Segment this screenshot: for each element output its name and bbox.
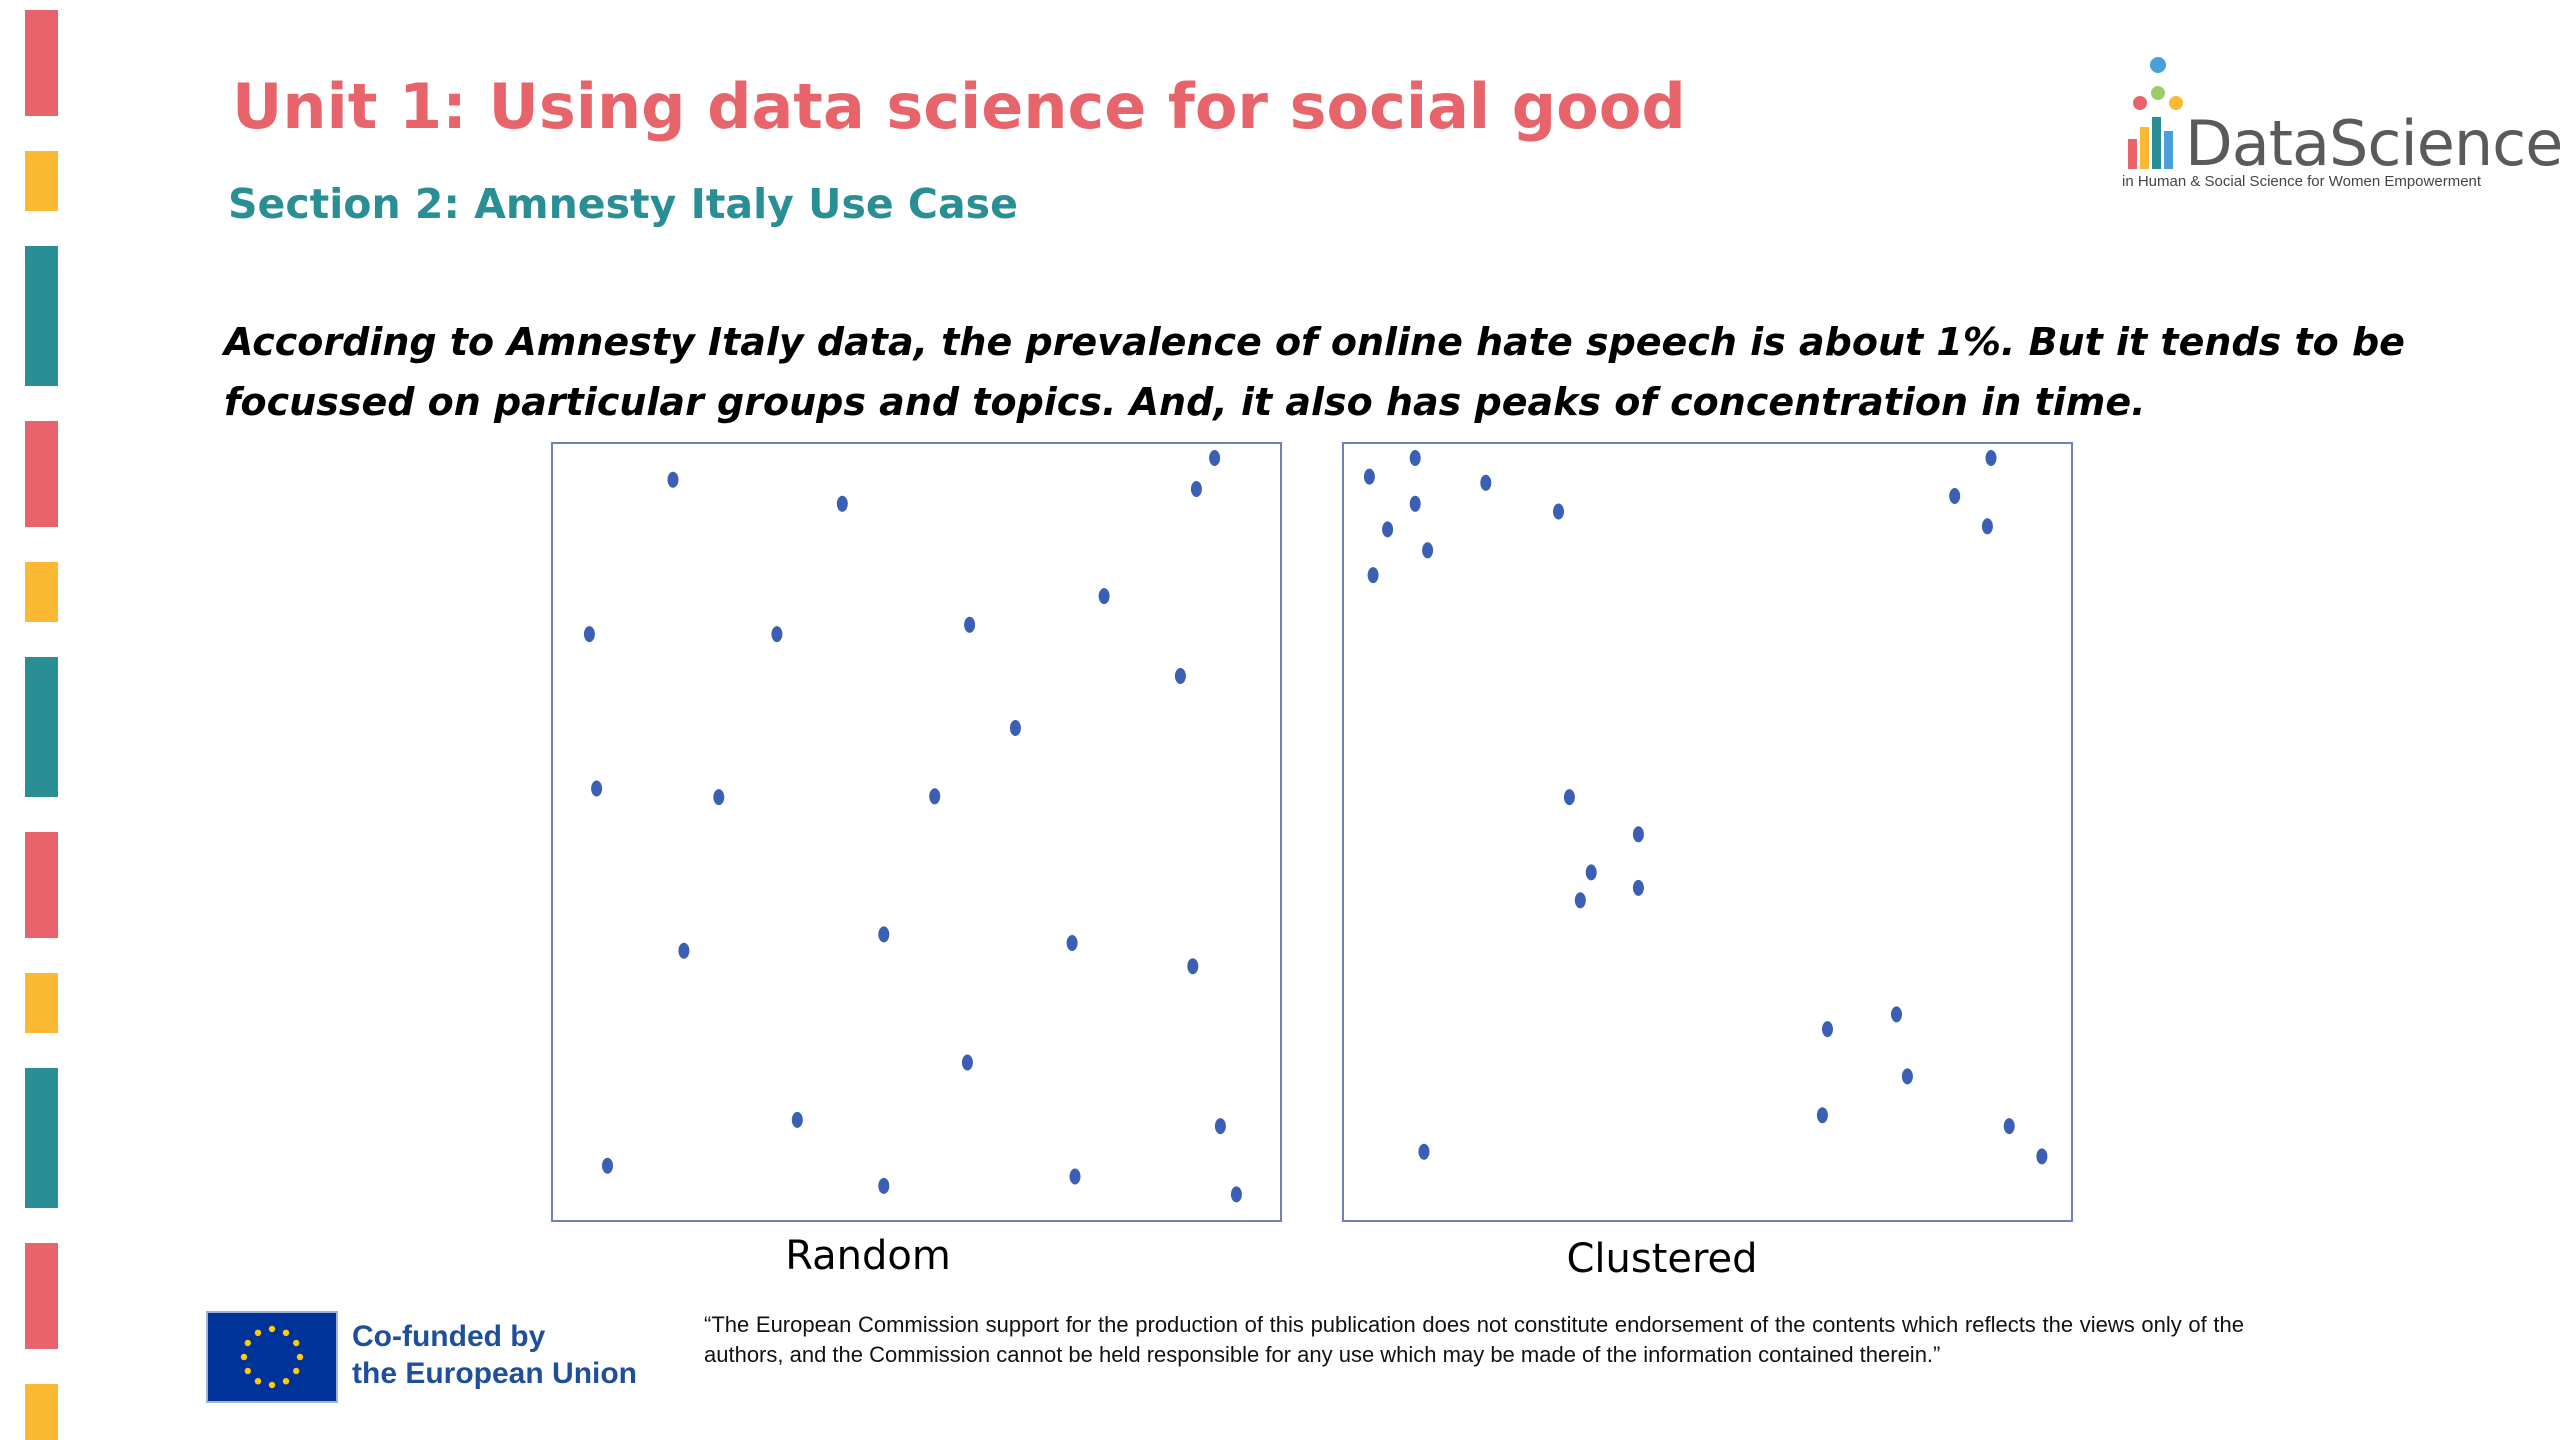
section-subtitle: Section 2: Amnesty Italy Use Case [228, 180, 1018, 228]
scatter-point [1230, 1186, 1242, 1203]
eu-star [244, 1339, 251, 1347]
scatter-point [1009, 720, 1021, 736]
clustered-caption: Clustered [1566, 1236, 1758, 1282]
scatter-point [1409, 495, 1421, 512]
stripe-yellow [25, 1384, 58, 1440]
eu-star [268, 1325, 276, 1333]
stripe-yellow [25, 973, 58, 1033]
eu-star [244, 1367, 251, 1375]
scatter-point [1214, 1118, 1226, 1135]
eu-line-2: the European Union [352, 1357, 637, 1390]
scatter-point [1949, 488, 1961, 504]
people-chart-logo-icon [2128, 57, 2183, 169]
scatter-point [2036, 1148, 2048, 1165]
eu-line-1: Co-funded by [352, 1320, 546, 1353]
scatter-point [878, 926, 890, 943]
scatter-point [771, 626, 783, 643]
scatter-point [1209, 450, 1221, 466]
scatter-point [1985, 450, 1997, 466]
stripe-red [25, 10, 58, 116]
scatter-point [791, 1111, 803, 1128]
scatter-point [678, 942, 690, 959]
scatter-point [713, 789, 725, 806]
scatter-point [1418, 1143, 1430, 1160]
scatter-point [1632, 826, 1644, 843]
scatter-point [1585, 864, 1597, 881]
scatter-point [591, 780, 603, 797]
logo-wordmark: DataScience [2185, 107, 2560, 180]
scatter-point [1563, 789, 1575, 806]
datascience-logo: DataScience in Human & Social Science fo… [2120, 55, 2560, 205]
scatter-point [1822, 1021, 1833, 1038]
scatter-point [1891, 1006, 1902, 1023]
random-scatter-plot [583, 450, 1242, 1203]
eu-cofunded-label: Co-funded by the European Union [352, 1318, 637, 1392]
scatter-point [1187, 958, 1199, 975]
random-scatter-panel [551, 442, 1282, 1222]
eu-star [282, 1329, 290, 1336]
logo-tagline: in Human & Social Science for Women Empo… [2122, 173, 2482, 190]
eu-star [282, 1378, 290, 1385]
scatter-point [1981, 518, 1993, 535]
scatter-point [836, 495, 848, 512]
scatter-point [1422, 542, 1434, 559]
scatter-point [1632, 879, 1644, 896]
scatter-point [602, 1157, 613, 1174]
scatter-point [583, 626, 595, 643]
stripe-red [25, 1243, 58, 1349]
body-paragraph: According to Amnesty Italy data, the pre… [224, 312, 2424, 432]
scatter-point [1901, 1068, 1913, 1085]
scatter-point [878, 1177, 890, 1194]
body-line-1: According to Amnesty Italy data, the pre… [224, 320, 2405, 364]
stripe-yellow [25, 562, 58, 622]
scatter-point [1069, 1168, 1081, 1185]
clustered-scatter-panel [1342, 442, 2073, 1222]
scatter-point [1816, 1107, 1828, 1124]
scatter-point [1098, 588, 1110, 605]
random-caption: Random [785, 1233, 951, 1279]
stripe-teal [25, 1068, 58, 1208]
eu-star [254, 1378, 262, 1385]
stripe-red [25, 832, 58, 938]
scatter-point [1363, 468, 1375, 485]
scatter-point [1553, 503, 1564, 520]
scatter-point [1066, 935, 1078, 951]
scatter-point [1574, 892, 1586, 909]
scatter-point [1367, 567, 1379, 584]
page-title: Unit 1: Using data science for social go… [232, 70, 1686, 143]
clustered-scatter-plot [1363, 450, 2048, 1165]
eu-star [293, 1367, 300, 1375]
eu-star [293, 1339, 300, 1347]
stripe-teal [25, 657, 58, 797]
scatter-point [1409, 450, 1421, 466]
eu-flag-icon [206, 1311, 338, 1403]
stripe-red [25, 421, 58, 527]
stripe-teal [25, 246, 58, 386]
scatter-point [961, 1054, 973, 1071]
scatter-point [1190, 481, 1202, 497]
eu-star [240, 1353, 248, 1361]
scatter-point [1174, 668, 1186, 684]
body-line-2: focussed on particular groups and topics… [224, 380, 2146, 424]
scatter-point [1480, 474, 1492, 491]
scatter-point [964, 616, 976, 633]
scatter-point [667, 471, 679, 488]
scatter-point [1382, 521, 1394, 538]
eu-star [296, 1353, 304, 1361]
scatter-point [929, 788, 941, 805]
scatter-point [2003, 1118, 2015, 1135]
stripe-yellow [25, 151, 58, 211]
eu-star [268, 1381, 276, 1389]
eu-disclaimer: “The European Commission support for the… [704, 1312, 2244, 1367]
eu-star [254, 1329, 262, 1336]
